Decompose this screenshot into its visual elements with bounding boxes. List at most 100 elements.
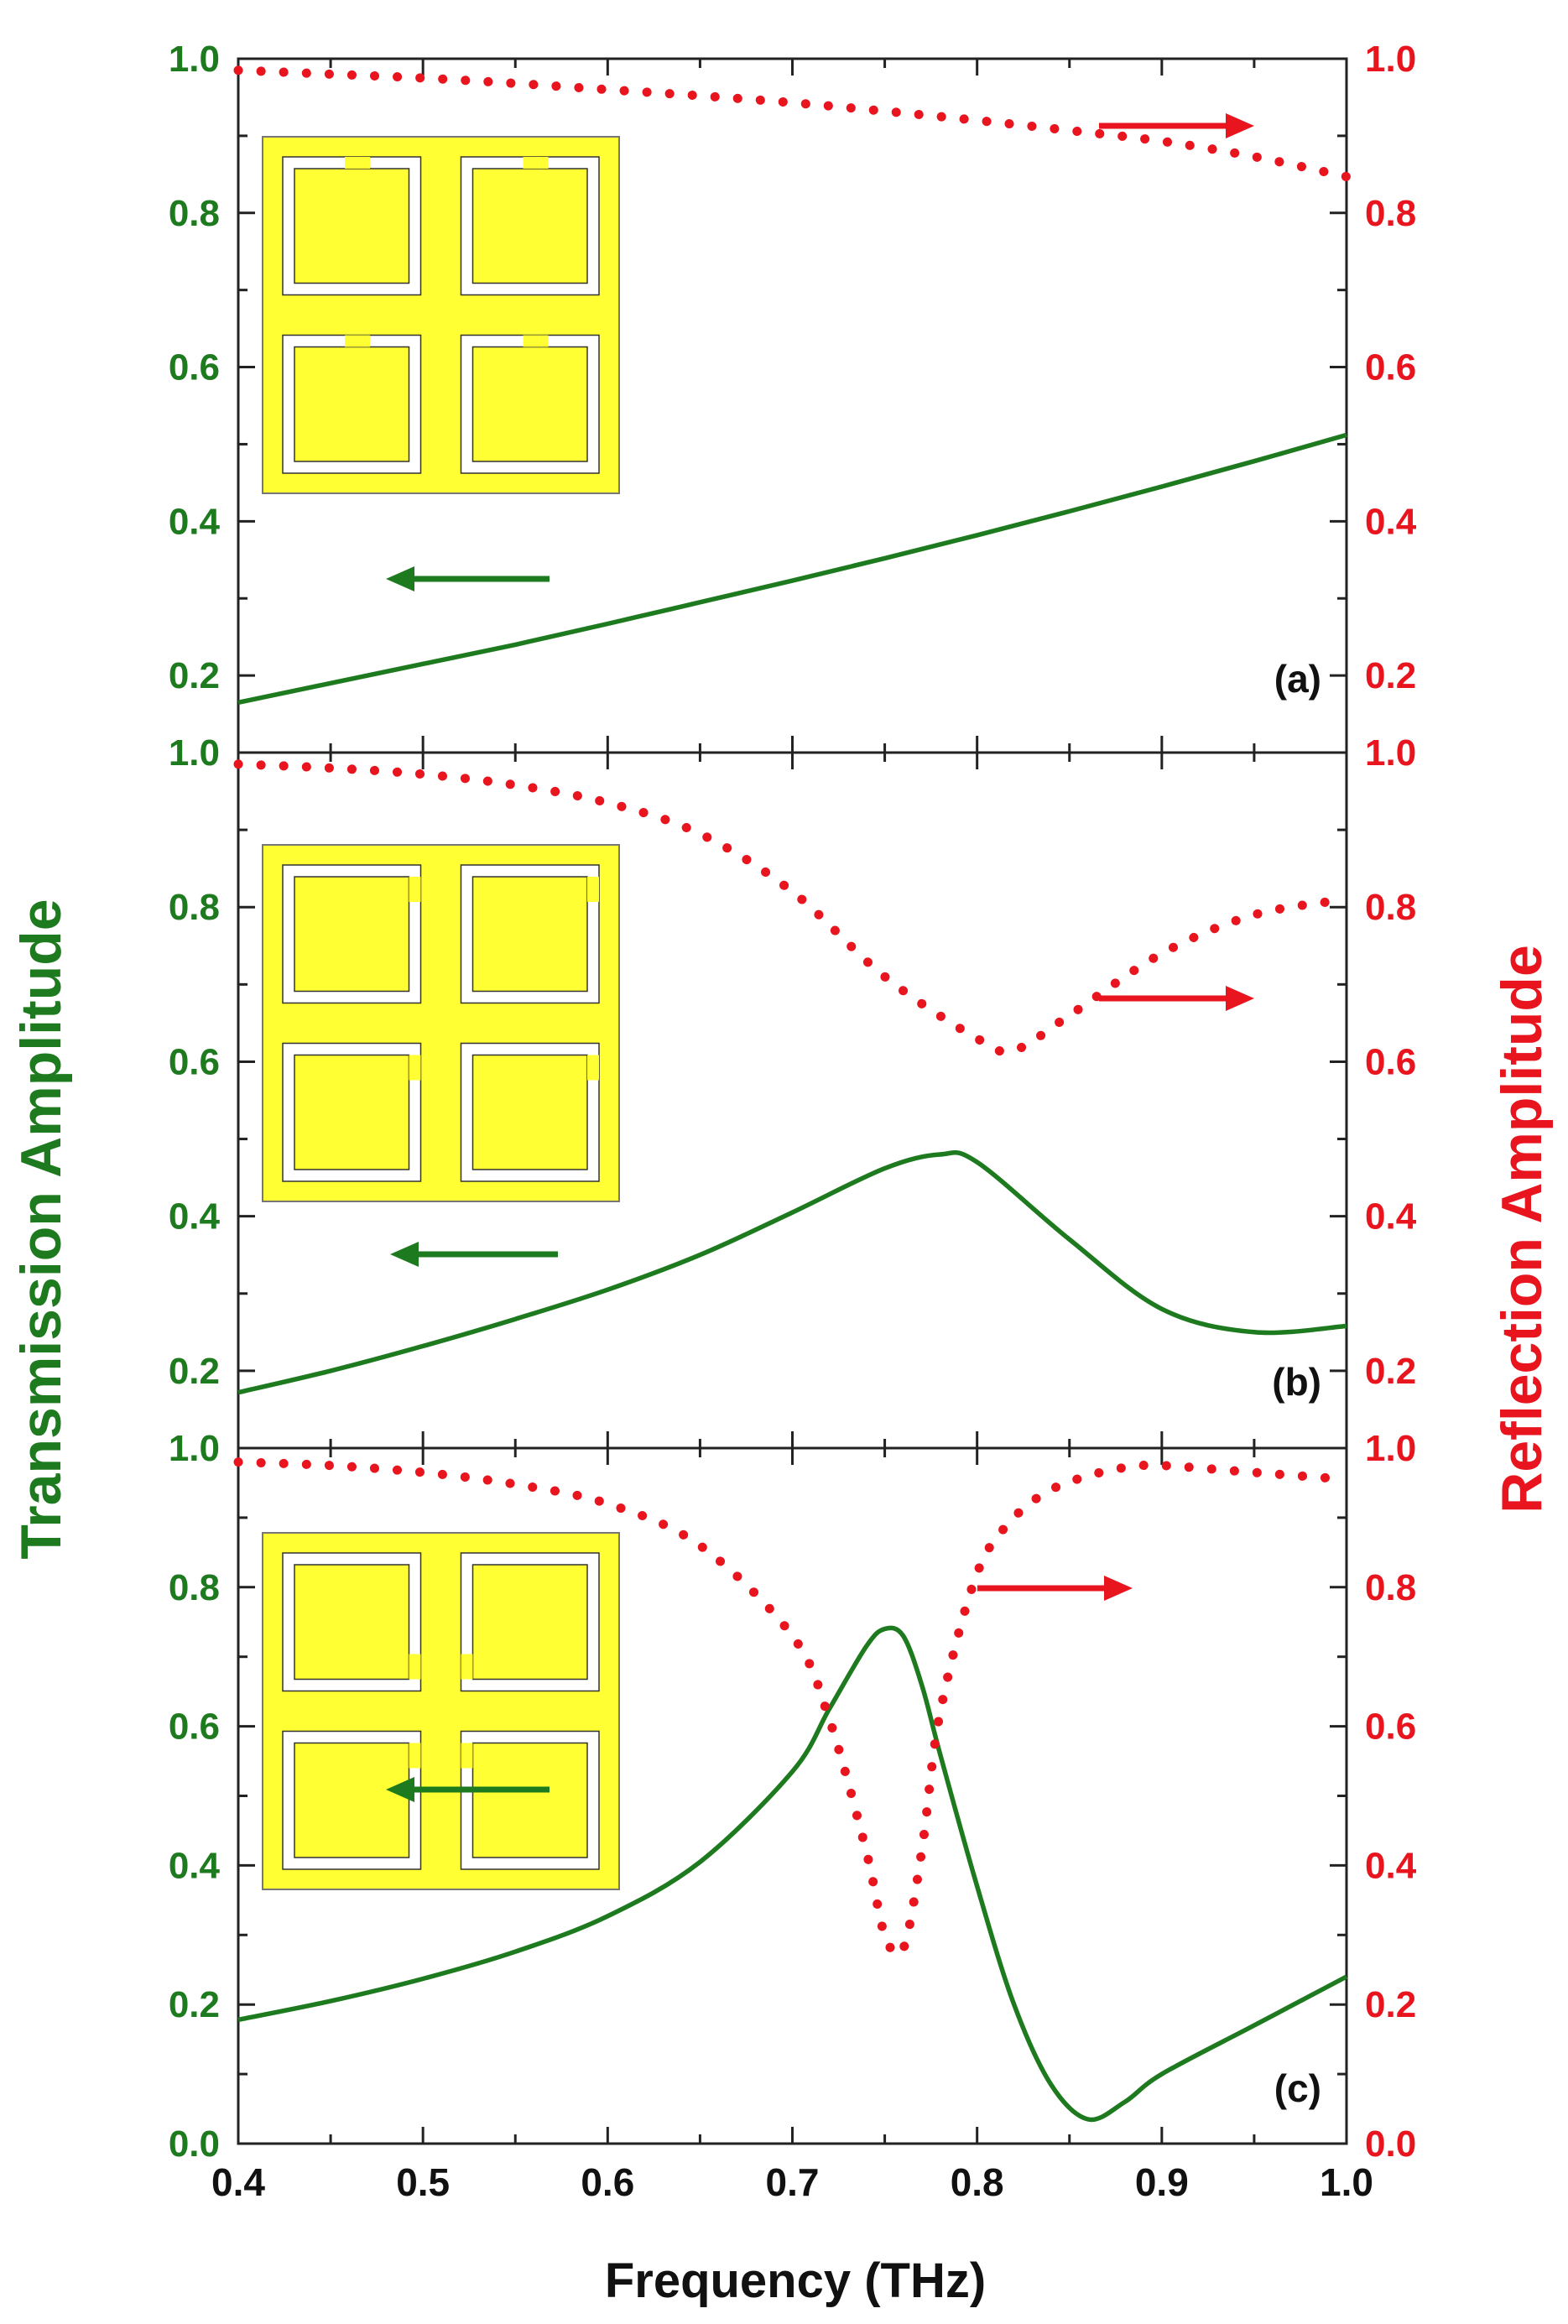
unit-cell-inset-split-gap bbox=[523, 335, 549, 347]
reflection-point bbox=[1069, 130, 1070, 131]
unit-cell-inset-split-gap bbox=[409, 1743, 421, 1769]
reflection-point bbox=[1013, 1517, 1014, 1518]
unit-cell-inset-resonator-pad bbox=[471, 1742, 588, 1858]
x-tick-label: 1.0 bbox=[1320, 2160, 1373, 2204]
unit-cell-inset-split-gap bbox=[587, 1055, 599, 1081]
axis-titles: Transmission Amplitude Reflection Amplit… bbox=[9, 899, 1554, 2308]
unit-cell-inset-resonator-pad bbox=[294, 1054, 410, 1170]
right-tick-label: 0.4 bbox=[1365, 1196, 1417, 1238]
right-axis-title: Reflection Amplitude bbox=[1490, 945, 1554, 1514]
reflection-axis-arrow-head bbox=[1104, 1576, 1133, 1601]
left-tick-label: 0.0 bbox=[169, 2123, 220, 2165]
unit-cell-inset-split-gap bbox=[409, 1654, 421, 1680]
left-tick-label: 0.4 bbox=[169, 1196, 221, 1238]
right-tick-label: 0.2 bbox=[1365, 1351, 1416, 1392]
right-tick-label: 0.6 bbox=[1365, 1707, 1416, 1748]
unit-cell-inset-resonator bbox=[460, 864, 600, 1004]
reflection-point bbox=[1087, 1476, 1088, 1477]
unit-cell-inset-split-gap bbox=[523, 157, 549, 169]
reflection-point bbox=[866, 1851, 867, 1852]
unit-cell-inset-split-gap bbox=[461, 1743, 473, 1769]
reflection-point bbox=[1050, 1489, 1051, 1490]
left-tick-label: 0.6 bbox=[169, 1041, 220, 1082]
unit-cell-inset-resonator-pad bbox=[294, 876, 410, 993]
x-axis-title: Frequency (THz) bbox=[605, 2254, 986, 2308]
unit-cell-inset-resonator bbox=[282, 334, 422, 474]
left-tick-label: 0.4 bbox=[169, 1845, 221, 1886]
reflection-axis-arrow bbox=[1099, 986, 1254, 1011]
unit-cell-inset-resonator-pad bbox=[471, 876, 588, 993]
unit-cell-inset-resonator bbox=[460, 1042, 600, 1182]
unit-cell-inset-resonator-pad bbox=[471, 168, 588, 284]
right-tick-label: 0.6 bbox=[1365, 347, 1416, 388]
reflection-point bbox=[607, 802, 608, 803]
panel-label: (a) bbox=[1274, 657, 1321, 701]
right-tick-label: 0.4 bbox=[1365, 501, 1417, 542]
unit-cell-inset-resonator-pad bbox=[471, 1054, 588, 1170]
reflection-point bbox=[921, 1851, 922, 1852]
unit-cell-inset-resonator bbox=[282, 1730, 422, 1870]
panel-a: 0.2 0.4 0.6 0.8 1.0 0.2 0.4 0.6 0.8 1.0 (a) bbox=[169, 39, 1417, 754]
reflection-dotted-line bbox=[233, 65, 1352, 182]
unit-cell-inset-resonator bbox=[460, 334, 600, 474]
panel-label: (c) bbox=[1274, 2066, 1321, 2110]
reflection-point bbox=[792, 891, 793, 892]
left-tick-label: 1.0 bbox=[169, 1428, 220, 1469]
panel-b: 0.2 0.4 0.6 0.8 1.0 0.2 0.4 0.6 0.8 1.0 (b) bbox=[169, 732, 1417, 1450]
unit-cell-inset-split-gap bbox=[461, 1654, 473, 1680]
left-axis-title: Transmission Amplitude bbox=[9, 899, 73, 1559]
left-tick-label: 0.8 bbox=[169, 193, 220, 234]
panel-c: 0.00.20.40.60.81.00.00.20.40.60.81.0(c)0… bbox=[169, 1428, 1417, 2204]
x-tick-label: 0.8 bbox=[951, 2160, 1004, 2204]
transmission-axis-arrow bbox=[386, 1777, 550, 1802]
x-tick-label: 0.4 bbox=[211, 2160, 265, 2204]
x-ticks bbox=[237, 59, 1348, 753]
reflection-axis-arrow bbox=[977, 1576, 1133, 1601]
x-ticks bbox=[237, 1448, 1348, 2144]
reflection-point bbox=[1069, 1015, 1070, 1016]
left-tick-label: 0.2 bbox=[169, 1351, 220, 1392]
unit-cell-inset-split-gap bbox=[345, 335, 371, 347]
x-tick-label: 0.7 bbox=[766, 2160, 820, 2204]
transmission-line bbox=[237, 1625, 1348, 2123]
transmission-axis-arrow-head bbox=[386, 1777, 414, 1802]
reflection-point bbox=[515, 784, 516, 785]
unit-cell-inset-resonator-pad bbox=[294, 1564, 410, 1680]
reflection-point bbox=[607, 89, 608, 90]
reflection-point bbox=[1161, 141, 1162, 142]
right-tick-label: 0.2 bbox=[1365, 1984, 1416, 2025]
unit-cell-inset-resonator bbox=[282, 156, 422, 296]
reflection-axis-arrow bbox=[1099, 113, 1254, 138]
left-tick-label: 0.8 bbox=[169, 1567, 220, 1608]
y-ticks bbox=[238, 751, 1347, 1450]
left-tick-label: 0.6 bbox=[169, 1707, 220, 1748]
left-tick-label: 0.2 bbox=[169, 655, 220, 696]
x-tick-label: 0.9 bbox=[1135, 2160, 1189, 2204]
unit-cell-inset-resonator bbox=[282, 1042, 422, 1182]
unit-cell-inset-resonator-pad bbox=[294, 346, 410, 462]
left-tick-label: 0.4 bbox=[169, 501, 221, 542]
unit-cell-inset-resonator bbox=[460, 1552, 600, 1692]
right-tick-label: 1.0 bbox=[1365, 1428, 1416, 1469]
x-ticks bbox=[237, 753, 1348, 1448]
left-tick-label: 1.0 bbox=[169, 732, 220, 774]
reflection-dotted-line bbox=[233, 1457, 1352, 1960]
left-tick-label: 0.6 bbox=[169, 347, 220, 388]
right-tick-label: 0.6 bbox=[1365, 1041, 1416, 1082]
right-tick-label: 0.8 bbox=[1365, 1567, 1416, 1608]
panel-label: (b) bbox=[1272, 1360, 1321, 1404]
transmission-axis-arrow bbox=[386, 566, 550, 591]
reflection-axis-arrow-head bbox=[1226, 986, 1254, 1011]
right-tick-label: 0.8 bbox=[1365, 193, 1416, 234]
left-tick-label: 0.2 bbox=[169, 1984, 220, 2025]
reflection-dotted-line bbox=[233, 759, 1352, 1056]
reflection-point bbox=[607, 1503, 608, 1504]
reflection-point bbox=[515, 1484, 516, 1485]
unit-cell-inset-resonator bbox=[460, 1730, 600, 1870]
left-tick-label: 0.8 bbox=[169, 887, 220, 928]
reflection-point bbox=[829, 1719, 830, 1720]
unit-cell-inset-resonator bbox=[282, 864, 422, 1004]
unit-cell-inset-split-gap bbox=[409, 1055, 421, 1081]
unit-cell-inset-resonator-pad bbox=[294, 168, 410, 284]
